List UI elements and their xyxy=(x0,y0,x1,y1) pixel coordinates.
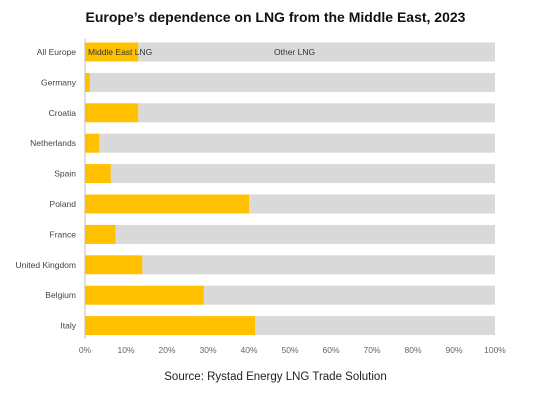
category-label-italy: Italy xyxy=(60,321,76,331)
x-tick-label: 100% xyxy=(484,345,506,355)
x-tick-label: 10% xyxy=(117,345,134,355)
x-tick-label: 40% xyxy=(240,345,257,355)
bar-all-europe-other-lng xyxy=(138,42,496,62)
series-label-other-lng: Other LNG xyxy=(274,47,315,57)
source-note: Source: Rystad Energy LNG Trade Solution xyxy=(164,371,387,383)
x-tick-label: 80% xyxy=(404,345,421,355)
bar-poland-other-lng xyxy=(249,194,495,214)
bar-italy-other-lng xyxy=(255,316,495,336)
category-label-spain: Spain xyxy=(54,169,76,179)
bar-germany-middle-east-lng xyxy=(85,72,90,92)
category-label-france: France xyxy=(50,229,77,239)
bar-netherlands-other-lng xyxy=(99,133,495,153)
bar-france-middle-east-lng xyxy=(85,224,116,244)
category-label-netherlands: Netherlands xyxy=(30,138,76,148)
series-label-middle-east-lng: Middle East LNG xyxy=(88,47,152,57)
category-label-poland: Poland xyxy=(50,199,77,209)
bar-netherlands-middle-east-lng xyxy=(85,133,100,153)
bar-spain-middle-east-lng xyxy=(85,164,111,184)
bar-all-europe-middle-east-lng xyxy=(85,42,139,62)
x-tick-label: 60% xyxy=(322,345,339,355)
bar-united-kingdom-other-lng xyxy=(142,255,495,275)
bar-poland-middle-east-lng xyxy=(85,194,249,214)
bar-united-kingdom-middle-east-lng xyxy=(85,255,143,275)
x-tick-label: 30% xyxy=(199,345,216,355)
category-label-belgium: Belgium xyxy=(45,290,76,300)
x-tick-label: 20% xyxy=(158,345,175,355)
bar-spain-other-lng xyxy=(110,164,495,184)
x-tick-label: 90% xyxy=(445,345,462,355)
bar-croatia-other-lng xyxy=(138,103,496,123)
x-tick-label: 50% xyxy=(281,345,298,355)
bar-italy-middle-east-lng xyxy=(85,316,256,336)
category-label-germany: Germany xyxy=(41,77,77,87)
bar-croatia-middle-east-lng xyxy=(85,103,139,123)
bar-belgium-middle-east-lng xyxy=(85,285,204,305)
bar-germany-other-lng xyxy=(89,72,496,92)
x-tick-label: 0% xyxy=(79,345,92,355)
category-label-croatia: Croatia xyxy=(49,108,77,118)
x-tick-label: 70% xyxy=(363,345,380,355)
bar-france-other-lng xyxy=(115,224,495,244)
category-label-united-kingdom: United Kingdom xyxy=(16,260,76,270)
category-label-all-europe: All Europe xyxy=(37,47,76,57)
bar-belgium-other-lng xyxy=(203,285,495,305)
chart-title: Europe’s dependence on LNG from the Midd… xyxy=(85,9,466,25)
